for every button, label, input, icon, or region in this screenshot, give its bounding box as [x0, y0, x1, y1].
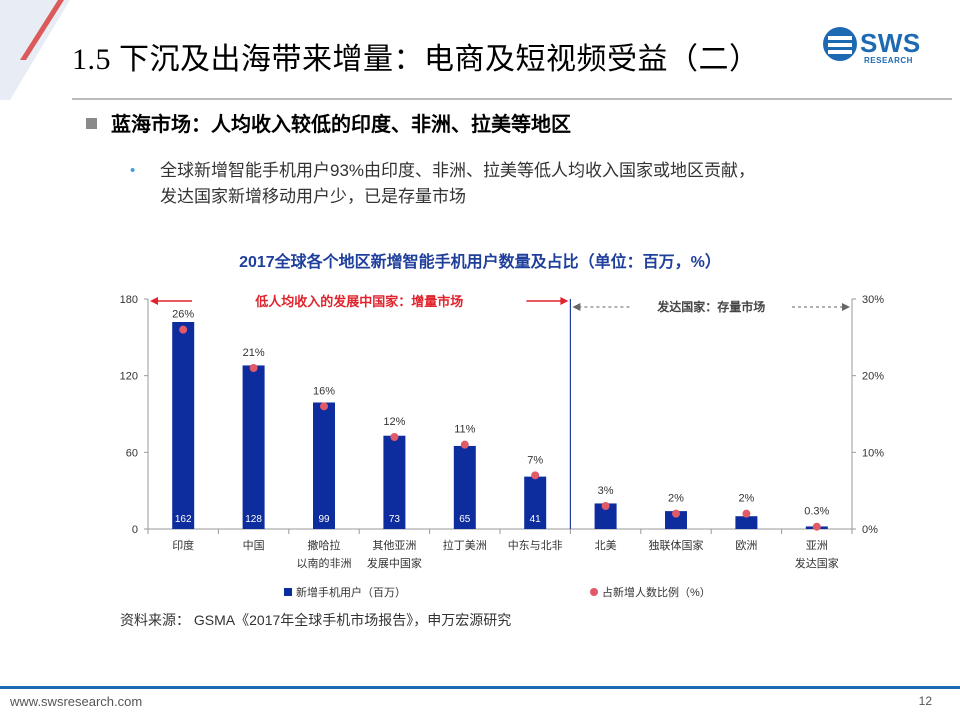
- share-point: [531, 471, 540, 480]
- legend-bar-label: 新增手机用户（百万）: [296, 585, 406, 599]
- share-point: [672, 509, 680, 518]
- developed-annotation: 发达国家：存量市场: [656, 299, 765, 314]
- right-tick-label: 10%: [862, 447, 884, 459]
- bar-value-label: 162: [175, 514, 192, 525]
- share-point-label: 2%: [668, 493, 684, 505]
- page-title: 1.5 下沉及出海带来增量：电商及短视频受益（二）: [72, 43, 760, 76]
- category-label: 以南的非洲: [297, 556, 352, 570]
- bullet-line-1: 全球新增智能手机用户93%由印度、非洲、拉美等低人均收入国家或地区贡献，: [160, 161, 756, 180]
- share-point: [249, 364, 258, 372]
- right-tick-label: 30%: [862, 294, 884, 306]
- bar: [524, 476, 547, 529]
- square-bullet-icon: [86, 118, 97, 130]
- title-bar: 1.5 下沉及出海带来增量：电商及短视频受益（二） SWS RESEARCH: [0, 0, 960, 100]
- section-heading-text: 蓝海市场：人均收入较低的印度、非洲、拉美等地区: [111, 114, 571, 136]
- left-tick-label: 180: [120, 294, 138, 306]
- share-point-label: 21%: [243, 347, 265, 359]
- title-accent: [0, 0, 70, 100]
- dot-bullet-icon: •: [130, 162, 136, 179]
- logo-subtext: RESEARCH: [864, 56, 913, 65]
- left-tick-label: 0: [132, 524, 138, 536]
- category-label: 其他亚洲: [372, 539, 416, 552]
- bullet-line-2: 发达国家新增移动用户少，已是存量市场: [160, 187, 466, 206]
- share-point: [390, 433, 399, 441]
- bar: [242, 365, 265, 529]
- section-heading: 蓝海市场：人均收入较低的印度、非洲、拉美等地区: [86, 108, 571, 137]
- share-point-label: 0.3%: [804, 506, 829, 518]
- share-point: [320, 402, 328, 411]
- chart-title: 2017全球各个地区新增智能手机用户数量及占比（单位：百万，%）: [239, 254, 721, 271]
- right-tick-label: 0%: [862, 524, 878, 536]
- legend-bar-swatch: [284, 588, 292, 596]
- bar-value-label: 128: [245, 514, 262, 525]
- share-point-label: 26%: [172, 309, 194, 321]
- arrowhead-left-icon: [150, 297, 158, 305]
- category-label: 印度: [172, 538, 194, 552]
- share-point-label: 2%: [738, 493, 754, 505]
- category-label: 独联体国家: [649, 538, 704, 552]
- share-point-label: 11%: [454, 424, 475, 436]
- sws-logo: SWS RESEARCH: [820, 22, 944, 68]
- bar: [735, 516, 758, 529]
- legend-point-swatch: [590, 588, 598, 596]
- bar-value-label: 99: [318, 514, 330, 525]
- header-divider: [72, 98, 952, 100]
- category-label: 中东与北非: [508, 539, 563, 552]
- arrowhead-right-gray-icon: [842, 303, 850, 311]
- share-point: [742, 509, 751, 518]
- bar-value-label: 65: [459, 514, 471, 525]
- legend-point-label: 占新增人数比例（%）: [602, 585, 711, 599]
- footer-url: www.swsresearch.com: [10, 694, 143, 709]
- category-label: 中国: [243, 539, 265, 552]
- category-label: 欧洲: [735, 539, 757, 552]
- bar: [172, 322, 195, 529]
- share-point: [601, 502, 610, 510]
- bar-value-label: 41: [530, 514, 542, 525]
- page-number: 12: [918, 694, 932, 708]
- developing-annotation: 低人均收入的发展中国家：增量市场: [254, 294, 463, 309]
- footer-divider: [0, 686, 960, 689]
- bar: [594, 503, 617, 529]
- share-point-label: 7%: [527, 454, 543, 466]
- bar: [453, 445, 476, 529]
- category-label: 发展中国家: [367, 556, 422, 570]
- share-point: [179, 325, 188, 334]
- category-label: 拉丁美洲: [443, 538, 487, 552]
- logo-mark-icon: [823, 27, 857, 61]
- share-point-label: 3%: [598, 485, 614, 497]
- category-label: 撒哈拉: [308, 538, 341, 552]
- share-point-label: 12%: [383, 416, 405, 428]
- right-tick-label: 20%: [862, 371, 884, 383]
- logo-text: SWS: [860, 28, 921, 58]
- bar-value-label: 73: [389, 514, 401, 525]
- category-label: 亚洲: [806, 540, 828, 552]
- share-point-label: 16%: [313, 385, 335, 397]
- bar: [383, 435, 406, 529]
- arrowhead-right-icon: [560, 297, 569, 305]
- category-label: 发达国家: [795, 556, 839, 570]
- left-tick-label: 120: [120, 371, 138, 383]
- bullet-point: • 全球新增智能手机用户93%由印度、非洲、拉美等低人均收入国家或地区贡献， 发…: [130, 158, 930, 210]
- source-note: 资料来源： GSMA《2017年全球手机市场报告》，申万宏源研究: [120, 612, 512, 628]
- bar: [665, 511, 687, 529]
- left-tick-label: 60: [126, 447, 138, 459]
- arrowhead-left-gray-icon: [572, 303, 581, 311]
- share-point: [460, 440, 469, 449]
- category-label: 北美: [595, 539, 617, 552]
- share-point: [812, 522, 821, 531]
- bar: [313, 402, 335, 529]
